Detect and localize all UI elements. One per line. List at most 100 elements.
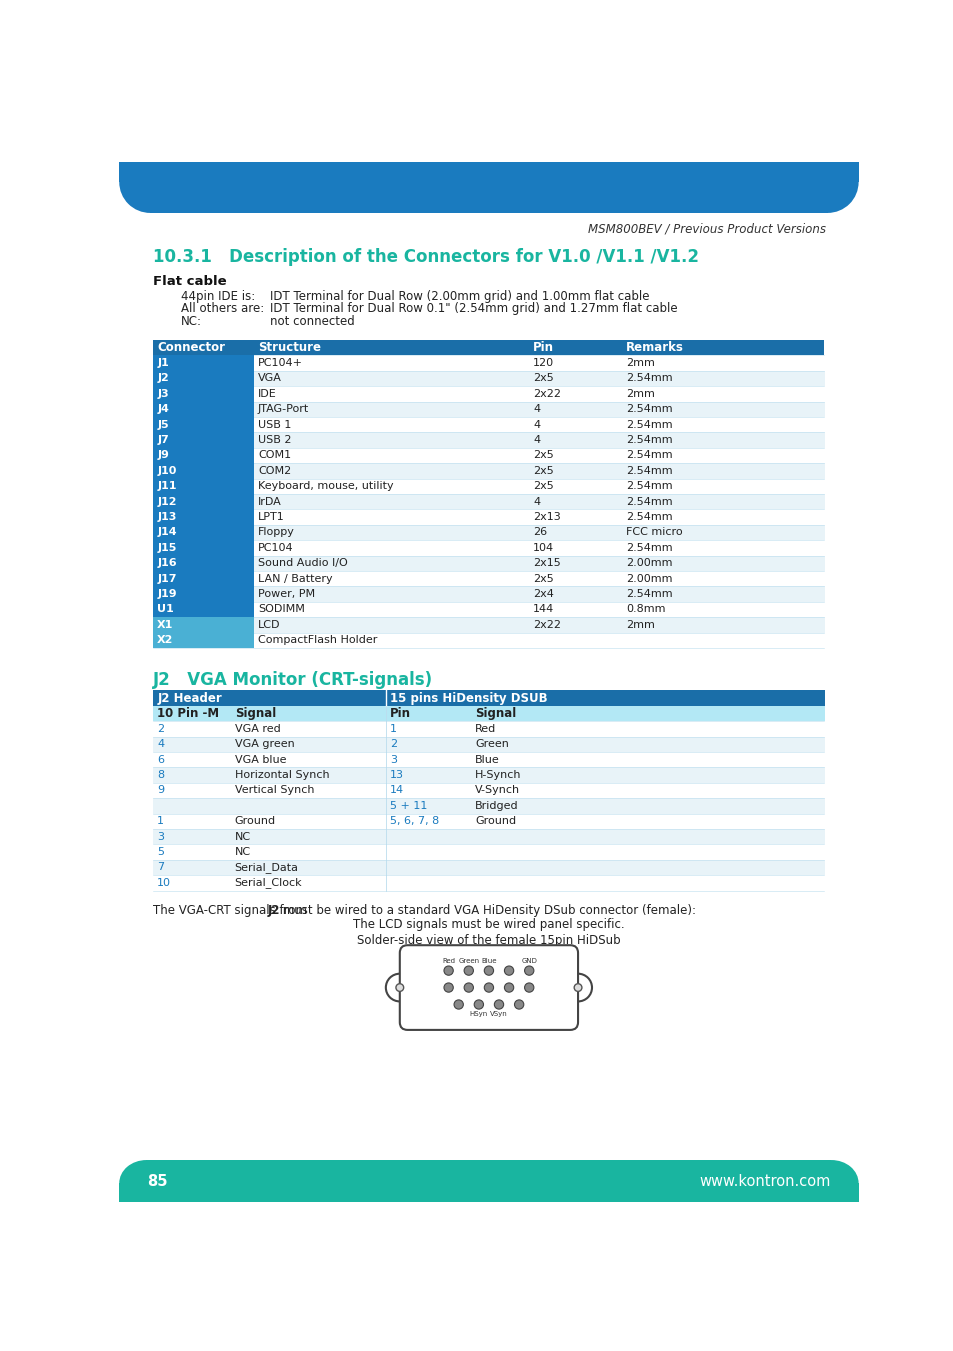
Text: LPT1: LPT1 — [257, 512, 284, 521]
Text: 2.54mm: 2.54mm — [625, 404, 672, 415]
Text: Horizontal Synch: Horizontal Synch — [234, 770, 329, 780]
Circle shape — [484, 984, 493, 992]
Bar — [153, 524, 823, 540]
Circle shape — [464, 984, 473, 992]
Text: VGA blue: VGA blue — [234, 755, 286, 765]
Text: J10: J10 — [157, 466, 176, 476]
Bar — [529, 340, 621, 355]
Ellipse shape — [119, 151, 181, 213]
Ellipse shape — [796, 151, 858, 213]
Text: Red: Red — [441, 958, 455, 965]
FancyBboxPatch shape — [399, 946, 578, 1029]
Text: 44pin IDE is:: 44pin IDE is: — [181, 290, 255, 303]
Bar — [119, 1183, 146, 1202]
Text: COM2: COM2 — [257, 466, 291, 476]
Text: J16: J16 — [157, 558, 176, 569]
Bar — [153, 432, 823, 447]
Text: J11: J11 — [157, 481, 176, 492]
Text: NC: NC — [234, 832, 251, 842]
Text: 2.54mm: 2.54mm — [625, 466, 672, 476]
Text: J19: J19 — [157, 589, 176, 598]
Bar — [119, 1161, 146, 1183]
Text: Structure: Structure — [257, 342, 320, 354]
Bar — [153, 571, 253, 586]
Text: J3: J3 — [157, 389, 169, 399]
Bar — [153, 586, 823, 601]
Text: 2x22: 2x22 — [533, 389, 560, 399]
Text: 4: 4 — [157, 739, 164, 750]
Text: X1: X1 — [157, 620, 173, 630]
Text: VGA Monitor (CRT-signals): VGA Monitor (CRT-signals) — [171, 671, 432, 689]
Circle shape — [494, 1000, 503, 1009]
Text: GND: GND — [520, 958, 537, 965]
Text: JTAG-Port: JTAG-Port — [257, 404, 309, 415]
Circle shape — [443, 966, 453, 975]
Text: 10 Pin -M: 10 Pin -M — [157, 707, 219, 720]
Text: 2.54mm: 2.54mm — [625, 589, 672, 598]
Text: All others are:: All others are: — [181, 303, 264, 315]
Text: Blue: Blue — [480, 958, 497, 965]
Text: VSyn: VSyn — [490, 1011, 507, 1017]
Text: Signal: Signal — [475, 707, 516, 720]
Bar — [253, 340, 529, 355]
Text: 2.54mm: 2.54mm — [625, 481, 672, 492]
Text: 2.54mm: 2.54mm — [625, 497, 672, 507]
Text: Flat cable: Flat cable — [153, 274, 227, 288]
Text: Keyboard, mouse, utility: Keyboard, mouse, utility — [257, 481, 394, 492]
Text: Sound Audio I/O: Sound Audio I/O — [257, 558, 347, 569]
Text: USB 1: USB 1 — [257, 420, 291, 430]
Bar — [153, 340, 253, 355]
Text: LAN / Battery: LAN / Battery — [257, 574, 333, 584]
Text: 2.54mm: 2.54mm — [625, 450, 672, 461]
Bar — [153, 447, 253, 463]
Bar — [827, 182, 858, 213]
Text: J2: J2 — [268, 904, 280, 917]
Text: J4: J4 — [157, 404, 169, 415]
Bar — [153, 370, 823, 386]
Text: V-Synch: V-Synch — [475, 785, 519, 796]
Text: 1: 1 — [390, 724, 396, 734]
Text: 2.54mm: 2.54mm — [625, 435, 672, 444]
Text: Vertical Synch: Vertical Synch — [234, 785, 314, 796]
Circle shape — [443, 984, 453, 992]
Bar — [153, 432, 253, 447]
Text: U1: U1 — [157, 604, 173, 615]
Text: 5, 6, 7, 8: 5, 6, 7, 8 — [390, 816, 438, 827]
Bar — [153, 798, 823, 813]
Bar — [153, 555, 253, 571]
Text: 7: 7 — [157, 862, 164, 873]
Text: 15 pins HiDensity DSUB: 15 pins HiDensity DSUB — [390, 692, 547, 704]
Bar — [153, 767, 823, 782]
Text: 2x5: 2x5 — [533, 373, 554, 384]
Circle shape — [514, 1000, 523, 1009]
Circle shape — [454, 1000, 463, 1009]
Bar — [153, 586, 253, 601]
Bar — [153, 463, 253, 478]
Bar — [153, 632, 253, 648]
Bar — [153, 540, 253, 555]
Bar — [153, 355, 823, 370]
Text: J15: J15 — [157, 543, 176, 553]
Text: 5 + 11: 5 + 11 — [390, 801, 427, 811]
Text: not connected: not connected — [270, 315, 355, 327]
Bar — [153, 509, 253, 524]
Bar — [153, 447, 823, 463]
Bar — [119, 162, 858, 213]
Text: 3: 3 — [157, 832, 164, 842]
Text: H-Synch: H-Synch — [475, 770, 521, 780]
Bar — [153, 386, 253, 401]
Text: 2x22: 2x22 — [533, 620, 560, 630]
Text: J2: J2 — [153, 671, 171, 689]
Bar — [153, 571, 823, 586]
Text: 9: 9 — [157, 785, 164, 796]
Text: J13: J13 — [157, 512, 176, 521]
Text: 26: 26 — [533, 527, 547, 538]
Bar — [153, 417, 823, 432]
Text: VGA green: VGA green — [234, 739, 294, 750]
Bar — [153, 478, 823, 494]
Text: 2.54mm: 2.54mm — [625, 512, 672, 521]
Text: MSM800BEV / Previous Product Versions: MSM800BEV / Previous Product Versions — [587, 223, 825, 236]
Text: Ground: Ground — [475, 816, 516, 827]
Bar — [153, 386, 823, 401]
Bar — [153, 355, 253, 370]
